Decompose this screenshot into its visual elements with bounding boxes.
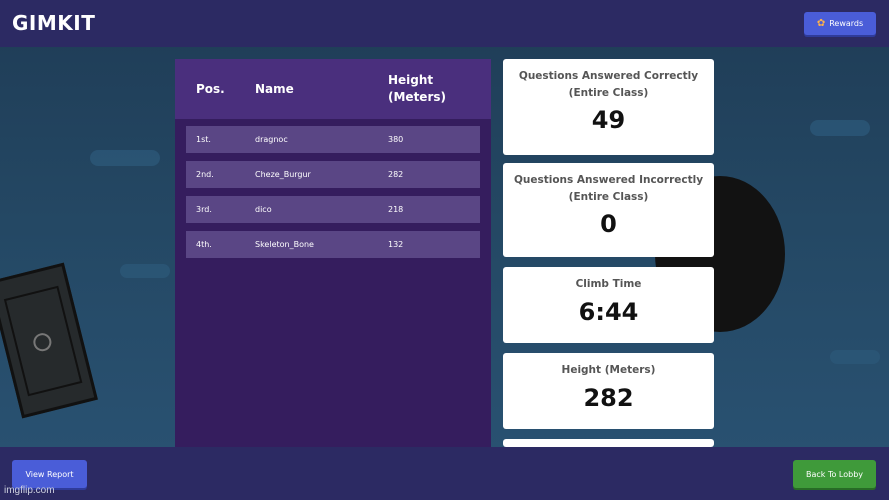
row-name: dico bbox=[255, 205, 272, 214]
row-name: dragnoc bbox=[255, 135, 288, 144]
background-cloud bbox=[810, 120, 870, 136]
stat-label: Climb Time bbox=[575, 278, 642, 290]
leaderboard-row: 1st. dragnoc 380 bbox=[186, 126, 480, 153]
leaderboard-row: 2nd. Cheze_Burgur 282 bbox=[186, 161, 480, 188]
row-pos: 4th. bbox=[196, 240, 212, 249]
stat-card-correct: Questions Answered Correctly (Entire Cla… bbox=[503, 59, 714, 155]
rewards-label: Rewards bbox=[829, 19, 864, 28]
stat-card-partial bbox=[503, 439, 714, 447]
column-header-pos: Pos. bbox=[196, 82, 225, 96]
row-height: 282 bbox=[388, 170, 404, 179]
imgflip-watermark: imgflip.com bbox=[4, 485, 55, 496]
leaderboard-row: 4th. Skeleton_Bone 132 bbox=[186, 231, 480, 258]
column-header-height: Height (Meters) bbox=[388, 73, 446, 104]
row-height: 132 bbox=[388, 240, 404, 249]
view-report-button[interactable]: View Report bbox=[12, 460, 87, 488]
stat-value: 0 bbox=[600, 210, 617, 238]
row-height: 218 bbox=[388, 205, 404, 214]
stat-value: 282 bbox=[583, 384, 634, 412]
row-pos: 2nd. bbox=[196, 170, 214, 179]
stat-value: 6:44 bbox=[578, 298, 639, 326]
bottom-bar: View Report Back To Lobby bbox=[0, 447, 889, 500]
stat-card-climb-time: Climb Time 6:44 bbox=[503, 267, 714, 343]
top-bar: GIMKIT ✿ Rewards bbox=[0, 0, 889, 47]
row-height: 380 bbox=[388, 135, 404, 144]
row-pos: 3rd. bbox=[196, 205, 212, 214]
gift-icon: ✿ bbox=[816, 18, 826, 29]
stat-label: Questions Answered Correctly bbox=[518, 70, 699, 82]
row-pos: 1st. bbox=[196, 135, 211, 144]
background-cloud bbox=[120, 264, 170, 278]
stat-label: Questions Answered Incorrectly bbox=[513, 174, 704, 186]
row-name: Skeleton_Bone bbox=[255, 240, 314, 249]
back-to-lobby-button[interactable]: Back To Lobby bbox=[793, 460, 876, 488]
stat-sublabel: (Entire Class) bbox=[568, 87, 649, 99]
stat-card-height: Height (Meters) 282 bbox=[503, 353, 714, 429]
background-cloud bbox=[90, 150, 160, 166]
leaderboard-row: 3rd. dico 218 bbox=[186, 196, 480, 223]
stat-value: 49 bbox=[591, 106, 626, 134]
column-header-name: Name bbox=[255, 82, 294, 96]
gimkit-logo[interactable]: GIMKIT bbox=[12, 11, 96, 35]
background-cloud bbox=[830, 350, 880, 364]
stat-sublabel: (Entire Class) bbox=[568, 191, 649, 203]
row-name: Cheze_Burgur bbox=[255, 170, 311, 179]
rewards-button[interactable]: ✿ Rewards bbox=[804, 12, 876, 35]
leaderboard-header: Pos. Name Height (Meters) bbox=[175, 59, 491, 119]
leaderboard-panel: Pos. Name Height (Meters) 1st. dragnoc 3… bbox=[175, 59, 491, 447]
stat-label: Height (Meters) bbox=[561, 364, 656, 376]
stat-card-incorrect: Questions Answered Incorrectly (Entire C… bbox=[503, 163, 714, 257]
